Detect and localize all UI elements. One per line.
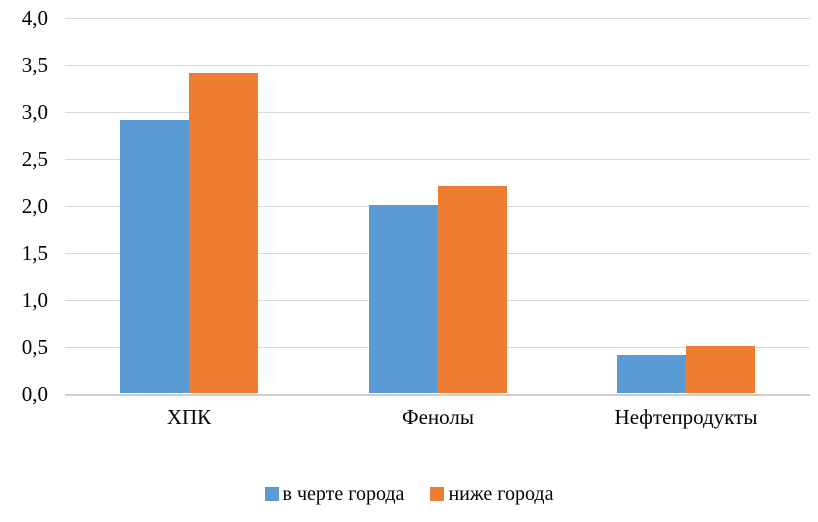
bar-series1-cat3: [617, 355, 686, 393]
y-tick-label: 1,0: [21, 288, 48, 312]
x-category-label: Нефтепродукты: [614, 405, 758, 429]
bar-series2-cat1: [189, 73, 258, 393]
bar-series2-cat3: [686, 346, 755, 393]
y-tick-label: 2,0: [21, 194, 48, 218]
bar-series1-cat1: [120, 120, 189, 393]
gridline: [65, 18, 810, 19]
y-tick-label: 4,0: [21, 6, 48, 30]
legend-swatch-icon: [264, 487, 279, 501]
y-tick-label: 2,5: [21, 147, 48, 171]
plot-area: [65, 18, 810, 396]
legend-swatch-icon: [430, 487, 445, 501]
y-tick-label: 3,0: [21, 100, 48, 124]
bar-series2-cat2: [438, 186, 507, 393]
y-tick-label: 0,0: [21, 382, 48, 406]
legend-item: в черте города: [264, 483, 405, 505]
gridline: [65, 112, 810, 113]
y-tick-label: 0,5: [21, 335, 48, 359]
bar-series1-cat2: [369, 205, 438, 393]
gridline: [65, 159, 810, 160]
y-tick-label: 1,5: [21, 241, 48, 265]
gridline: [65, 65, 810, 66]
legend-label: ниже города: [448, 483, 554, 505]
legend: в черте города ниже города: [0, 483, 818, 505]
x-category-label: ХПК: [166, 405, 212, 429]
x-axis-baseline: [65, 394, 810, 396]
y-tick-label: 3,5: [21, 53, 48, 77]
legend-label: в черте города: [282, 483, 405, 505]
x-category-label: Фенолы: [402, 405, 474, 429]
legend-item: ниже города: [430, 483, 553, 505]
